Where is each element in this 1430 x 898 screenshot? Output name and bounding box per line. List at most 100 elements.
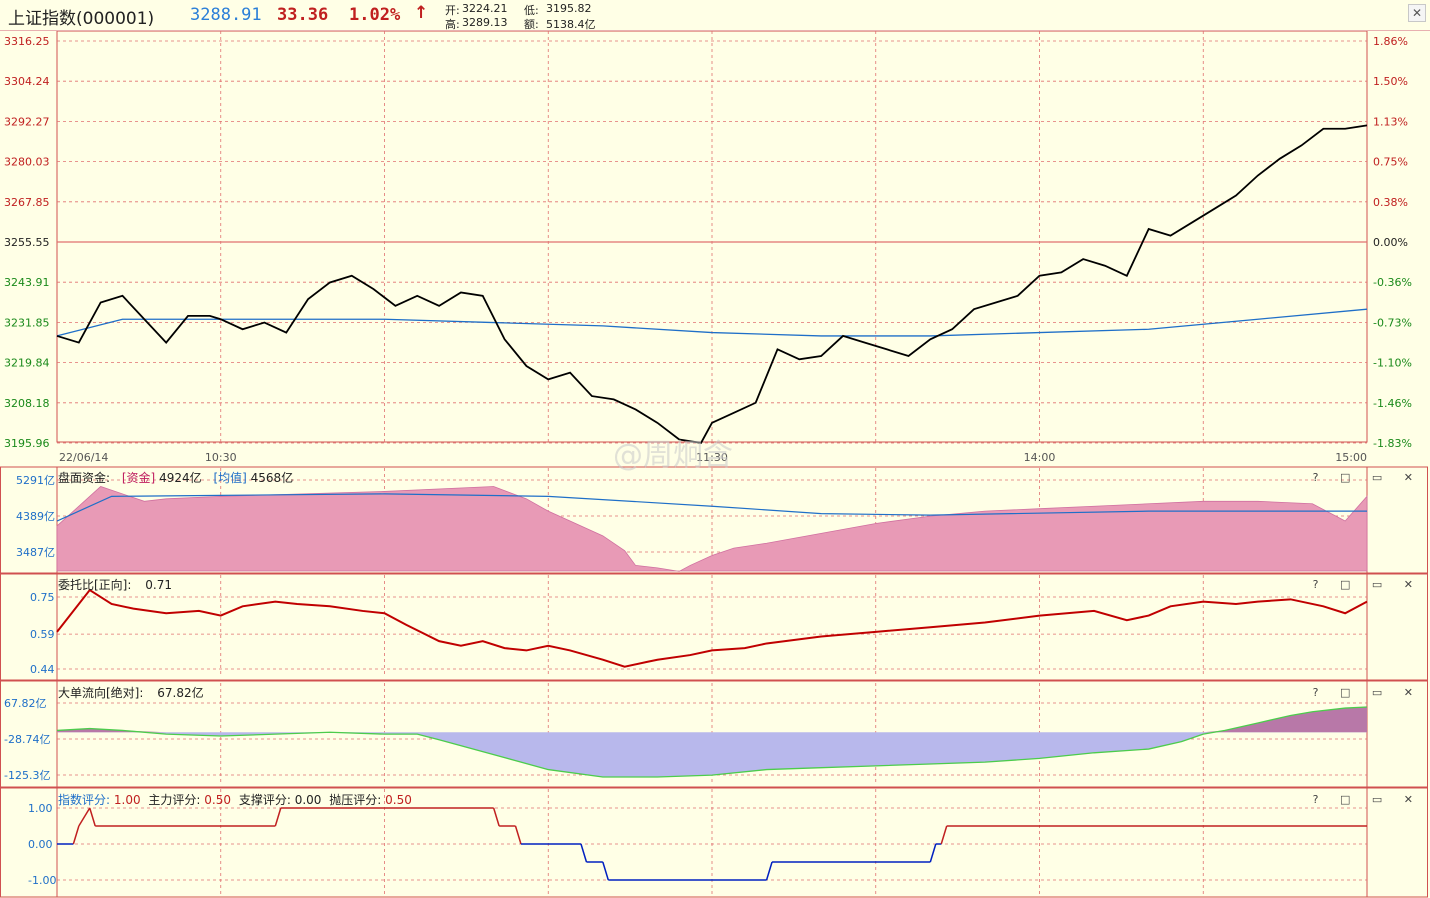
score-seg-2 — [78, 807, 91, 827]
avg-price-line — [56, 308, 1368, 337]
pct-tick-2: 1.13% — [1373, 115, 1408, 128]
intraday-chart[interactable]: 3316.25 1.86% 3304.24 1.50% 3292.27 1.13% 3280… — [0, 31, 1430, 898]
pct-tick-10: -1.83% — [1373, 437, 1412, 450]
pct-tick-6: -0.36% — [1373, 276, 1412, 289]
price-tick-7: 3231.85 — [4, 316, 50, 329]
score-tick-2: -1.00 — [28, 874, 56, 887]
time-label-0: 22/06/14 — [59, 451, 108, 464]
score-seg-11 — [580, 843, 588, 863]
time-label-4: 15:00 — [1335, 451, 1367, 464]
price-line — [56, 124, 1368, 444]
pct-tick-3: 0.75% — [1373, 156, 1408, 169]
score-seg-19 — [940, 825, 948, 845]
price-tick-10: 3195.96 — [4, 437, 50, 450]
support-label: 支撑评分: — [238, 793, 291, 807]
time-label-1: 10:30 — [205, 451, 237, 464]
press-value: 0.50 — [385, 793, 412, 807]
price-tick-9: 3208.18 — [4, 397, 50, 410]
price-tick-8: 3219.84 — [4, 357, 50, 370]
panel-frame-0 — [0, 466, 1428, 574]
pct-tick-0: 1.86% — [1373, 35, 1408, 48]
score-seg-15 — [765, 861, 773, 881]
open-label: 开: — [445, 4, 460, 17]
price-tick-2: 3292.27 — [4, 115, 50, 128]
flow-panel-tools[interactable]: ? □ ▭ ✕ — [1312, 686, 1422, 699]
ratio-tick-2: 0.44 — [30, 663, 55, 676]
weibo-watermark: @周炯含 — [613, 438, 733, 473]
fund-value: 4924亿 — [159, 471, 202, 485]
price-change-pct: 1.02% — [349, 5, 401, 25]
ratio-panel-title: 委托比[正向]: 0.71 — [58, 576, 172, 593]
flow-positive-area — [57, 707, 1367, 733]
avg-tag: [均值] — [213, 471, 247, 485]
score-tick-1: 0.00 — [28, 838, 53, 851]
low-label: 低: — [524, 4, 539, 17]
panel-frame-2 — [0, 680, 1428, 788]
close-window-icon[interactable]: ✕ — [1408, 4, 1426, 22]
price-tick-1: 3304.24 — [4, 75, 50, 88]
ratio-title: 委托比[正向]: — [58, 578, 132, 592]
pct-tick-8: -1.10% — [1373, 357, 1412, 370]
amount-label: 额: — [524, 18, 539, 31]
last-price: 3288.91 — [190, 5, 262, 25]
fund-title: 盘面资金: — [58, 471, 111, 485]
time-label-3: 14:00 — [1024, 451, 1056, 464]
fund-avg-line — [56, 493, 1367, 522]
price-tick-0: 3316.25 — [4, 35, 50, 48]
flow-line — [56, 706, 1368, 778]
panel-frame-1 — [0, 573, 1428, 681]
score-seg-1 — [72, 825, 80, 845]
fund-tick-1: 4389亿 — [16, 510, 55, 523]
price-tick-5: 3255.55 — [4, 236, 50, 249]
flow-tick-1: -28.74亿 — [4, 733, 50, 746]
low-value: 3195.82 — [546, 2, 592, 15]
up-arrow-icon: ↑ — [414, 3, 429, 23]
ratio-panel-tools[interactable]: ? □ ▭ ✕ — [1312, 578, 1422, 591]
price-tick-4: 3267.85 — [4, 196, 50, 209]
pct-tick-7: -0.73% — [1373, 316, 1412, 329]
price-tick-6: 3243.91 — [4, 276, 50, 289]
score-label: 指数评分: — [58, 793, 111, 807]
price-tick-3: 3280.03 — [4, 156, 50, 169]
main-label: 主力评分: — [148, 793, 201, 807]
score-seg-7 — [492, 807, 500, 827]
score-value: 1.00 — [113, 793, 141, 807]
ratio-line — [56, 588, 1368, 668]
press-label: 抛压评分: — [329, 793, 382, 807]
support-value: 0.00 — [294, 793, 322, 807]
quote-header: 上证指数(000001) 3288.91 33.36 1.02% ↑ 开: 32… — [0, 0, 1430, 31]
pct-tick-1: 1.50% — [1373, 75, 1408, 88]
flow-tick-0: 67.82亿 — [4, 697, 47, 710]
high-label: 高: — [445, 18, 460, 31]
amount-value: 5138.4亿 — [546, 18, 596, 31]
panel-frame-3 — [0, 787, 1428, 898]
score-seg-17 — [929, 843, 937, 863]
price-change: 33.36 — [277, 5, 329, 25]
ratio-tick-0: 0.75 — [30, 591, 55, 604]
flow-area — [57, 707, 1367, 778]
fund-tag: [资金] — [121, 471, 156, 485]
fund-tick-0: 5291亿 — [16, 474, 55, 487]
high-value: 3289.13 — [462, 16, 508, 29]
score-seg-3 — [89, 807, 96, 827]
score-seg-5 — [274, 807, 282, 827]
score-seg-9 — [514, 825, 522, 845]
score-panel-tools[interactable]: ? □ ▭ ✕ — [1312, 793, 1422, 806]
flow-title: 大单流向[绝对]: — [58, 686, 144, 700]
time-label-2: 11:30 — [696, 451, 728, 464]
fund-panel-tools[interactable]: ? □ ▭ ✕ — [1312, 471, 1422, 484]
pct-tick-9: -1.46% — [1373, 397, 1412, 410]
open-value: 3224.21 — [462, 2, 508, 15]
main-value: 0.50 — [204, 793, 232, 807]
fund-tick-2: 3487亿 — [16, 546, 55, 559]
flow-panel-title: 大单流向[绝对]: 67.82亿 — [58, 684, 204, 701]
ratio-tick-1: 0.59 — [30, 628, 55, 641]
score-panel-title: 指数评分: 1.00 主力评分: 0.50 支撑评分: 0.00 抛压评分: 0… — [58, 791, 412, 808]
flow-value: 67.82亿 — [157, 686, 204, 700]
score-tick-0: 1.00 — [28, 802, 53, 815]
index-title: 上证指数(000001) — [8, 9, 155, 29]
pct-tick-4: 0.38% — [1373, 196, 1408, 209]
avg-value: 4568亿 — [250, 471, 294, 485]
score-seg-13 — [602, 861, 610, 881]
ratio-value: 0.71 — [145, 578, 172, 592]
